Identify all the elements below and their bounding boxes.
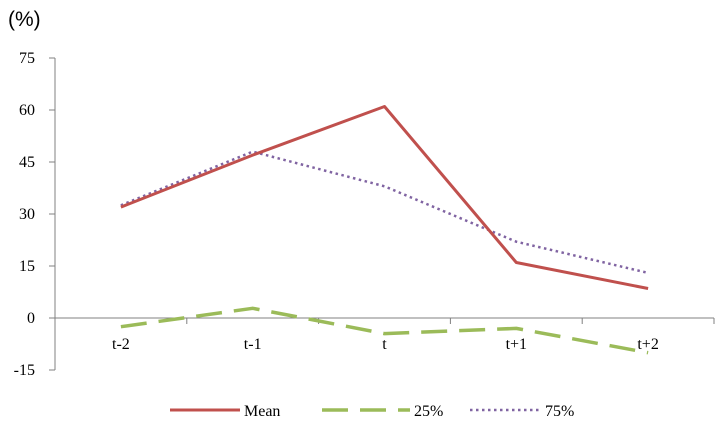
x-tick-label: t — [382, 336, 387, 353]
y-unit-label: (%) — [8, 8, 41, 31]
y-tick-label: -15 — [14, 362, 35, 379]
y-tick-label: 75 — [19, 50, 35, 67]
x-tick-label: t+2 — [637, 336, 658, 353]
y-tick-label: 15 — [19, 258, 35, 275]
legend-label: 75% — [545, 403, 574, 420]
y-tick-label: 60 — [19, 102, 35, 119]
x-tick-label: t+1 — [506, 336, 527, 353]
plot-area — [120, 105, 649, 355]
legend-label: 25% — [414, 403, 443, 420]
y-tick-label: 30 — [19, 206, 35, 223]
series-line-75 — [120, 150, 649, 275]
x-tick-label: t-2 — [112, 336, 130, 353]
legend-label: Mean — [244, 403, 280, 420]
y-tick-label: 0 — [27, 310, 35, 327]
x-tick-label: t-1 — [244, 336, 262, 353]
y-tick-label: 45 — [19, 154, 35, 171]
axes: 75 60 45 30 15 0 -15 t-2 t-1 t t+1 t+2 — [14, 50, 715, 379]
series-line-mean — [120, 105, 649, 290]
legend: Mean 25% 75% — [170, 403, 574, 420]
series-line-25 — [120, 306, 649, 355]
